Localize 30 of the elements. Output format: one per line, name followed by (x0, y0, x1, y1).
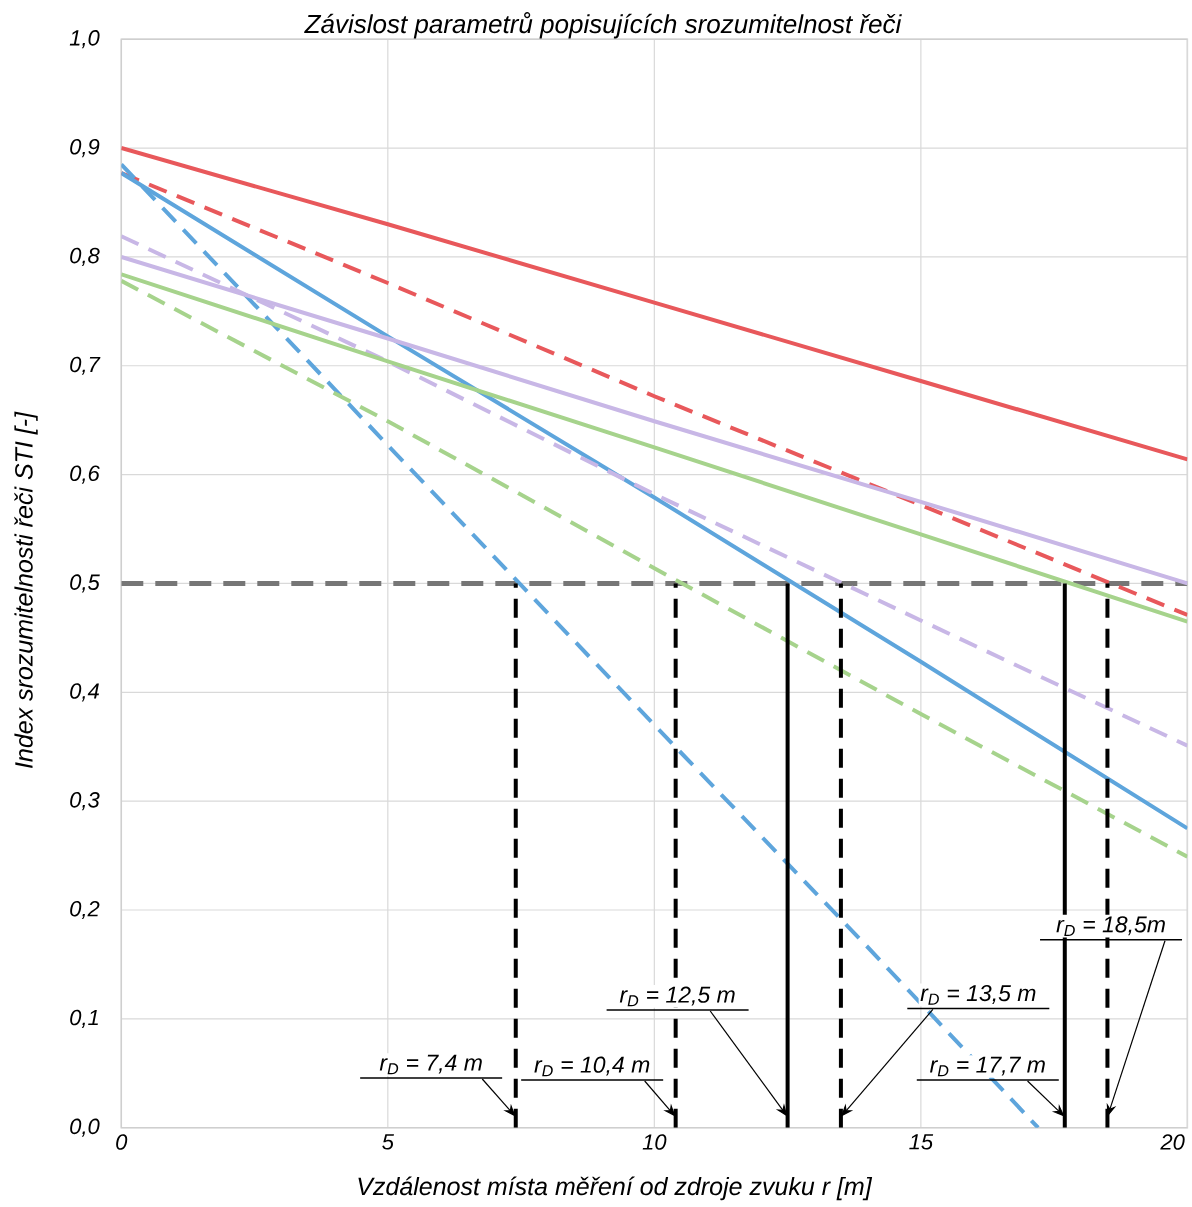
y-tick-label: 0,7 (70, 356, 101, 375)
x-tick-label: 10 (642, 1134, 667, 1150)
x-axis-title: Vzdálenost místa měření od zdroje zvuku r [m] (358, 1176, 873, 1201)
x-tick-label: 20 (1160, 1134, 1185, 1150)
y-tick-label: 0,8 (70, 247, 100, 266)
y-tick-label: 0,9 (70, 138, 100, 158)
annotation: r$_{D}$ = 13,5 m (920, 984, 1036, 1005)
x-tick-label: 5 (382, 1134, 394, 1150)
y-axis-title: Index srozumitelnosti řeči STI [-] (14, 411, 38, 769)
line-series (121, 146, 1188, 462)
y-tick-label: 0,4 (70, 683, 99, 702)
line-series (121, 278, 1188, 859)
line-series (121, 171, 1188, 618)
y-tick-label: 0,5 (70, 574, 100, 593)
x-tick-label: 15 (909, 1134, 934, 1150)
annotation: r$_{D}$ = 12,5 m (619, 986, 735, 1007)
y-tick-label: 1,0 (69, 30, 100, 49)
line-series (121, 234, 1188, 748)
annotation: r$_{D}$ = 17,7 m (930, 1056, 1045, 1077)
y-tick-label: 0,0 (70, 1118, 100, 1137)
y-tick-label: 0,3 (70, 792, 100, 811)
chart-title: Závislost parametrů popisujících srozumitelnost řeči (304, 12, 902, 39)
y-tick-label: 0,6 (70, 465, 100, 484)
annotation: r$_{D}$ = 10,4 m (534, 1056, 650, 1077)
x-tick-label: 0 (116, 1134, 128, 1150)
line-series (121, 272, 1188, 624)
annotation: r$_{D}$ = 7,4 m (379, 1054, 482, 1075)
y-tick-label: 0,2 (70, 900, 100, 920)
annotation: r$_{D}$ = 18,5m (1056, 916, 1165, 937)
y-tick-label: 0,1 (70, 1009, 98, 1028)
